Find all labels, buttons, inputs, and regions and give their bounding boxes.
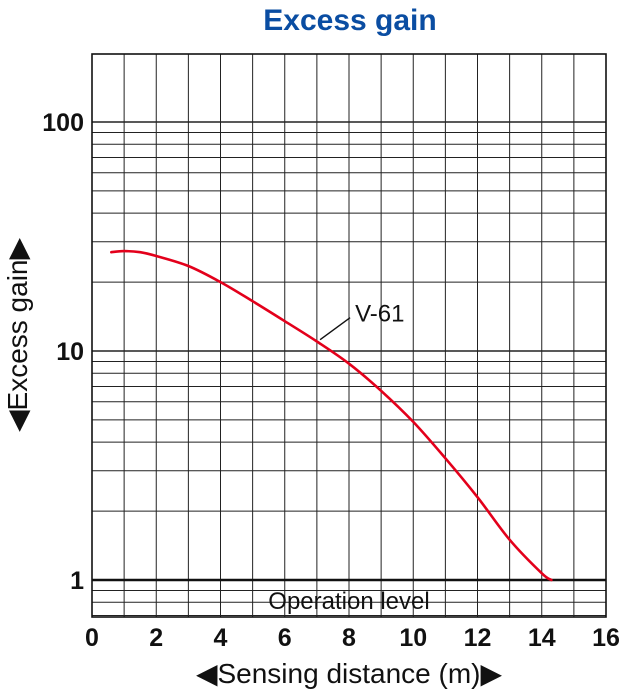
plot-frame xyxy=(91,53,607,618)
series-label-leader xyxy=(319,317,351,341)
x-axis-label: ◀Sensing distance (m)▶ xyxy=(196,658,503,689)
y-axis-ticks: 1 10 100 xyxy=(42,109,84,595)
operation-level-label: Operation level xyxy=(268,588,429,615)
x-axis-ticks: 0 2 4 6 8 10 12 14 16 xyxy=(85,624,620,652)
y-axis-label: ◀Excess gain▶ xyxy=(2,238,33,432)
x-tick-label: 10 xyxy=(399,624,427,652)
y-tick-label: 100 xyxy=(42,109,84,137)
x-tick-label: 12 xyxy=(464,624,492,652)
x-tick-label: 14 xyxy=(528,624,556,652)
x-tick-label: 4 xyxy=(214,624,228,652)
x-tick-label: 16 xyxy=(592,624,620,652)
grid-lines xyxy=(92,54,606,617)
x-tick-label: 6 xyxy=(278,624,292,652)
x-tick-label: 0 xyxy=(85,624,99,652)
y-tick-label: 10 xyxy=(56,338,84,366)
y-tick-label: 1 xyxy=(70,567,84,595)
x-tick-label: 8 xyxy=(342,624,356,652)
series-label-v61: V-61 xyxy=(355,301,404,328)
x-tick-label: 2 xyxy=(149,624,163,652)
chart-title: Excess gain xyxy=(263,4,436,37)
series-line-v61 xyxy=(110,249,553,582)
